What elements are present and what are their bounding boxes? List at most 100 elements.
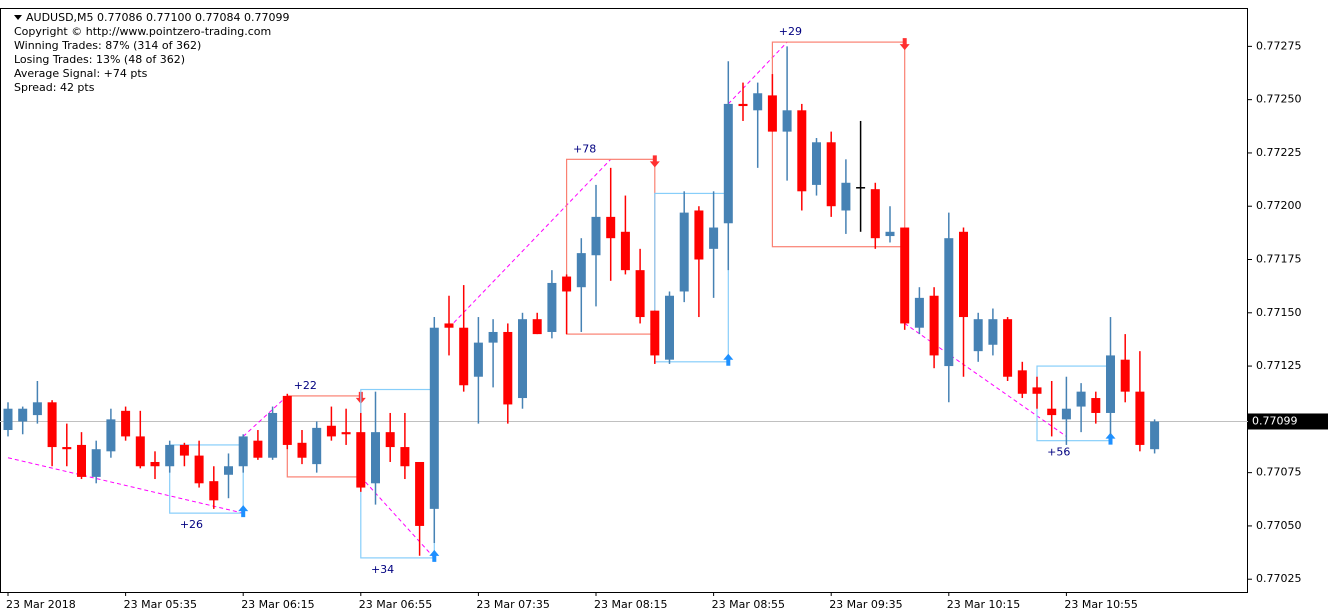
candle-body bbox=[709, 227, 719, 249]
candle-body bbox=[1106, 355, 1115, 413]
candle-body bbox=[297, 442, 307, 458]
candle-body bbox=[47, 402, 57, 448]
signal-label: +22 bbox=[294, 379, 317, 392]
x-tick-label: 23 Mar 10:55 bbox=[1064, 598, 1137, 611]
candle-body bbox=[782, 110, 792, 132]
y-tick-label: 0.77175 bbox=[1256, 253, 1302, 266]
candle-body bbox=[312, 427, 322, 465]
candle-body bbox=[606, 216, 616, 239]
candle-body bbox=[106, 419, 116, 452]
candle-body bbox=[665, 295, 674, 360]
candle-body bbox=[723, 103, 733, 224]
info-line: Spread: 42 pts bbox=[14, 81, 95, 94]
candle-body bbox=[929, 295, 939, 356]
candle-body bbox=[812, 142, 821, 185]
x-tick-label: 23 Mar 05:35 bbox=[124, 598, 197, 611]
y-tick-label: 0.77225 bbox=[1256, 146, 1302, 159]
signal-label: +26 bbox=[180, 518, 203, 531]
y-tick-label: 0.77125 bbox=[1256, 359, 1302, 372]
x-tick-label: 23 Mar 2018 bbox=[6, 598, 76, 611]
candle-body bbox=[1135, 391, 1145, 445]
candle-body bbox=[576, 253, 586, 288]
info-line: Copyright © http://www.pointzero-trading… bbox=[14, 25, 271, 38]
candle-body bbox=[62, 447, 72, 450]
trend-line bbox=[360, 476, 435, 559]
candle-body bbox=[856, 187, 866, 189]
candle-body bbox=[18, 408, 28, 422]
x-tick-label: 23 Mar 10:15 bbox=[947, 598, 1020, 611]
candle-body bbox=[356, 432, 366, 488]
info-line: Winning Trades: 87% (314 of 362) bbox=[14, 39, 201, 52]
trend-line bbox=[448, 158, 612, 329]
candle-body bbox=[620, 231, 630, 271]
candle-body bbox=[738, 103, 748, 107]
candle-body bbox=[326, 425, 336, 437]
candle-body bbox=[694, 210, 704, 260]
candle-body bbox=[650, 310, 660, 356]
candle-body bbox=[547, 282, 557, 332]
candle-body bbox=[518, 319, 527, 399]
candle-body bbox=[253, 440, 263, 458]
signal-label: +29 bbox=[779, 25, 802, 38]
trend-line bbox=[904, 323, 1067, 437]
x-tick-label: 23 Mar 06:55 bbox=[359, 598, 432, 611]
candle-body bbox=[135, 436, 145, 467]
plot-frame bbox=[0, 8, 1248, 593]
candle-body bbox=[77, 444, 86, 477]
candle-body bbox=[209, 481, 219, 501]
signal-box bbox=[654, 192, 729, 363]
candle-body bbox=[797, 110, 807, 192]
candle-body bbox=[341, 432, 351, 435]
trend-line bbox=[242, 395, 288, 437]
candle-body bbox=[32, 402, 42, 416]
candle-body bbox=[150, 461, 160, 467]
y-tick-label: 0.77275 bbox=[1256, 39, 1302, 52]
candle-body bbox=[400, 447, 410, 467]
candle-body bbox=[914, 297, 924, 328]
buy-arrow bbox=[238, 505, 249, 518]
candle-body bbox=[1091, 398, 1101, 413]
y-tick-label: 0.77150 bbox=[1256, 306, 1302, 319]
candle-body bbox=[532, 319, 542, 335]
candle-body bbox=[767, 95, 777, 132]
candle-body bbox=[959, 231, 968, 318]
price-badge bbox=[1248, 413, 1328, 430]
candle-body bbox=[1120, 359, 1130, 392]
y-tick-label: 0.77050 bbox=[1256, 519, 1302, 532]
x-tick-label: 23 Mar 07:35 bbox=[476, 598, 549, 611]
candle-body bbox=[591, 216, 601, 256]
candle-body bbox=[224, 466, 233, 475]
x-tick-label: 23 Mar 06:15 bbox=[241, 598, 314, 611]
candle-body bbox=[944, 238, 954, 367]
chart-title: AUDUSD,M5 0.77086 0.77100 0.77084 0.7709… bbox=[26, 11, 289, 24]
candle-body bbox=[194, 455, 204, 484]
y-tick-label: 0.77075 bbox=[1256, 466, 1302, 479]
collapse-icon bbox=[14, 15, 22, 20]
candle-body bbox=[635, 270, 645, 318]
candle-body bbox=[900, 227, 910, 324]
x-tick-label: 23 Mar 08:15 bbox=[594, 598, 667, 611]
signal-label: +34 bbox=[371, 563, 394, 576]
candle-body bbox=[121, 410, 131, 437]
candle-body bbox=[988, 319, 998, 345]
candle-body bbox=[1076, 391, 1086, 407]
buy-arrow bbox=[429, 549, 440, 562]
candle-body bbox=[870, 189, 880, 239]
candle-body bbox=[503, 331, 513, 405]
candle-body bbox=[1061, 408, 1071, 420]
x-tick-label: 23 Mar 08:55 bbox=[712, 598, 785, 611]
candle-body bbox=[179, 444, 189, 456]
candle-body bbox=[91, 449, 101, 477]
candle-body bbox=[385, 432, 395, 448]
candle-body bbox=[1150, 421, 1160, 450]
candle-body bbox=[1047, 408, 1057, 416]
candle-body bbox=[1003, 319, 1013, 377]
candle-body bbox=[841, 182, 851, 211]
signal-box bbox=[771, 41, 906, 248]
candle-body bbox=[753, 93, 763, 111]
x-tick-label: 23 Mar 09:35 bbox=[829, 598, 902, 611]
trend-line bbox=[7, 457, 244, 514]
candle-body bbox=[371, 432, 380, 484]
current-price-label: 0.77099 bbox=[1252, 414, 1298, 427]
